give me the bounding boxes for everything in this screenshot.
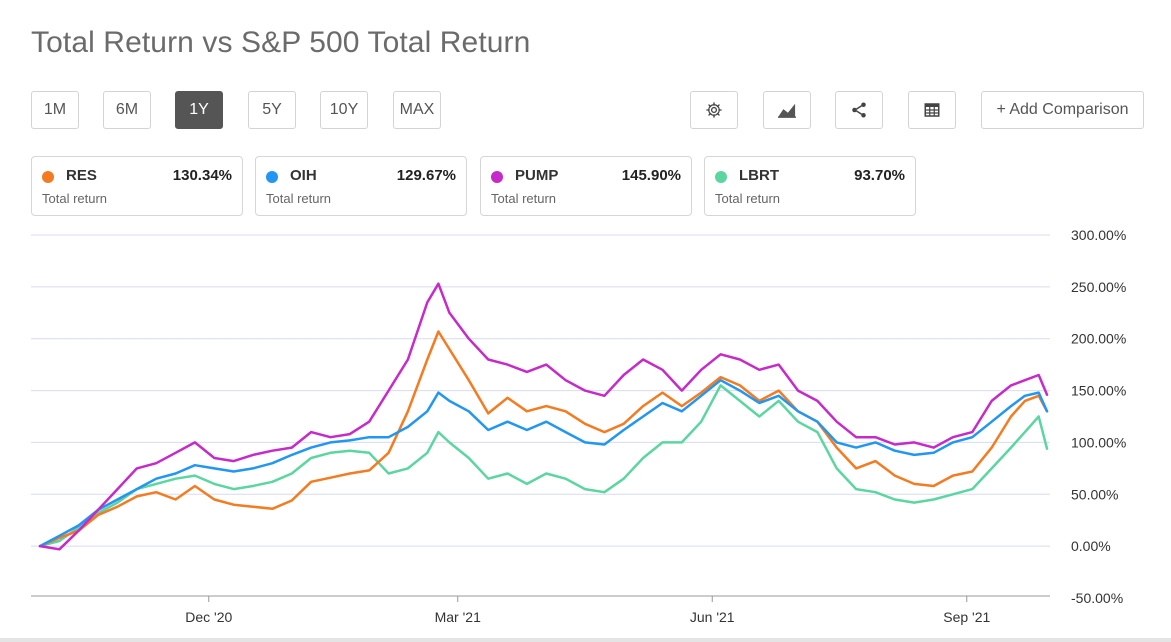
series-line-res [38,330,1049,548]
y-tick-label: 50.00% [1071,486,1118,502]
range-button-label: 1Y [189,101,209,118]
legend-card-oih[interactable]: OIH 129.67% Total return [255,156,467,216]
range-button-1y[interactable]: 1Y [175,91,223,129]
y-tick-label: -50.00% [1071,590,1123,606]
legend-card-lbrt[interactable]: LBRT 93.70% Total return [704,156,916,216]
card-subtitle: Total return [491,191,557,206]
card-subtitle: Total return [266,191,332,206]
card-value: 130.34% [172,167,232,184]
legend-card-res[interactable]: RES 130.34% Total return [31,156,243,216]
card-value: 145.90% [621,167,681,184]
y-tick-label: 250.00% [1071,279,1126,295]
range-button-label: MAX [399,101,435,118]
x-tick-label: Jun '21 [690,609,735,625]
chart-type-icon [778,103,796,118]
range-button-label: 10Y [329,101,359,118]
page-bottom-divider [0,638,1171,642]
x-tick-label: Sep '21 [943,609,990,625]
add-comparison-label: + Add Comparison [996,101,1129,118]
chart-type-button[interactable] [763,91,811,129]
x-tick-label: Mar '21 [435,609,481,625]
settings-button[interactable] [690,91,738,129]
y-tick-label: 200.00% [1071,331,1126,347]
series-color-dot [715,171,727,183]
table-icon [924,103,940,117]
series-line-oih [38,378,1049,548]
range-button-label: 1M [43,101,67,118]
series-line-lbrt [38,384,1049,548]
card-symbol: PUMP [515,167,559,184]
y-tick-label: 300.00% [1071,227,1126,243]
card-value: 129.67% [396,167,456,184]
gear-icon [706,102,722,118]
range-button-10y[interactable]: 10Y [320,91,368,129]
y-tick-label: 100.00% [1071,434,1126,450]
share-button[interactable] [835,91,883,129]
table-view-button[interactable] [908,91,956,129]
card-symbol: OIH [290,167,317,184]
y-tick-label: 150.00% [1071,383,1126,399]
page-title: Total Return vs S&P 500 Total Return [31,26,531,59]
card-subtitle: Total return [715,191,781,206]
range-button-max[interactable]: MAX [393,91,441,129]
series-color-dot [491,171,503,183]
legend-card-pump[interactable]: PUMP 145.90% Total return [480,156,692,216]
series-color-dot [266,171,278,183]
card-subtitle: Total return [42,191,108,206]
add-comparison-button[interactable]: + Add Comparison [981,91,1144,129]
card-value: 93.70% [854,167,905,184]
card-symbol: LBRT [739,167,779,184]
range-button-1m[interactable]: 1M [31,91,79,129]
y-tick-label: 0.00% [1071,538,1111,554]
range-button-5y[interactable]: 5Y [248,91,296,129]
range-button-6m[interactable]: 6M [103,91,151,129]
share-icon [852,102,866,118]
range-button-label: 5Y [262,101,282,118]
x-tick-label: Dec '20 [185,609,232,625]
range-button-label: 6M [115,101,139,118]
series-line-pump [38,282,1049,551]
series-color-dot [42,171,54,183]
card-symbol: RES [66,167,97,184]
